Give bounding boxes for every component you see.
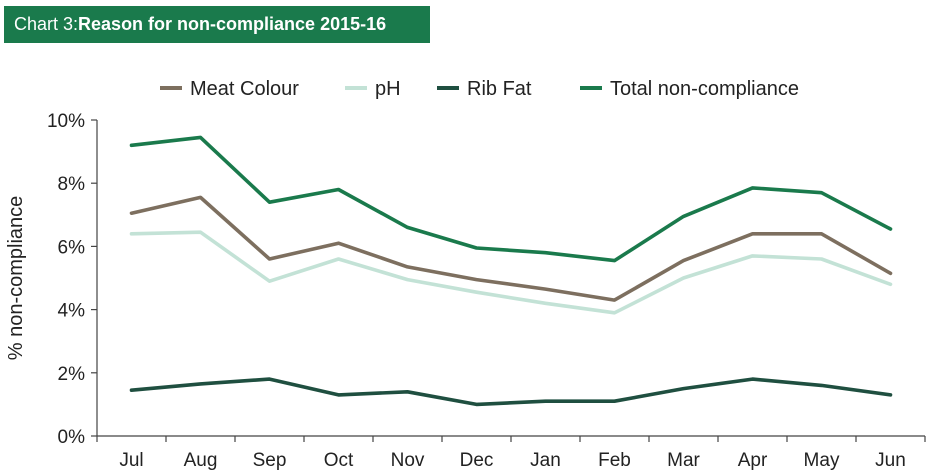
chart-title-bar: Chart 3: Reason for non-compliance 2015-… [4, 6, 430, 43]
series-lines [129, 135, 893, 407]
x-tick-label: Dec [460, 450, 494, 471]
legend-label: Meat Colour [190, 78, 299, 100]
x-tick-label: Nov [391, 450, 425, 471]
x-tick-label: Oct [324, 450, 354, 471]
series-line-total-non-compliance [129, 135, 893, 263]
y-tick-label: 4% [58, 301, 86, 322]
series-line-meat-colour [129, 195, 893, 302]
x-tick-label: Feb [598, 450, 631, 471]
x-tick-label: Jul [119, 450, 143, 471]
x-tick-label: Jan [530, 450, 561, 471]
y-tick-label: 10% [47, 111, 85, 132]
chart-title: Reason for non-compliance 2015-16 [78, 14, 387, 34]
legend-label: Rib Fat [467, 78, 532, 100]
x-tick-label: May [804, 450, 840, 471]
y-tick-label: 6% [58, 237, 86, 258]
chart-title-prefix: Chart 3: [14, 14, 79, 34]
x-tick-label: Mar [667, 450, 700, 471]
y-axis-label: % non-compliance [5, 196, 27, 361]
axes: 0% 2% 4% 6% 8% 10% Jul Aug Sep Oct Nov Dec Jan Feb Mar… [47, 111, 926, 471]
x-tick-label: Apr [738, 450, 768, 471]
legend-label: pH [375, 78, 401, 100]
x-tick-label: Aug [184, 450, 218, 471]
y-tick-label: 2% [58, 364, 86, 385]
y-tick-label: 8% [58, 174, 86, 195]
x-tick-label: Jun [875, 450, 906, 471]
legend: Meat Colour pH Rib Fat Total non-compliance [160, 78, 799, 100]
series-line-ph [129, 230, 893, 315]
x-tick-label: Sep [253, 450, 287, 471]
y-tick-label: 0% [58, 427, 86, 448]
series-line-rib-fat [129, 377, 893, 407]
legend-label: Total non-compliance [610, 78, 799, 100]
